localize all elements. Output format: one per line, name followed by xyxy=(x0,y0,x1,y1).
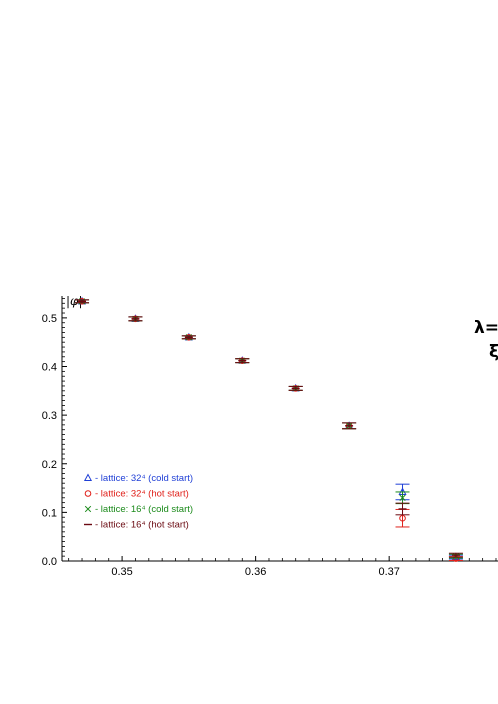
annotation-xi: ξ xyxy=(489,342,498,362)
y-tick-label: 0.2 xyxy=(42,459,57,471)
x-axis: 0.35 0.36 0.37 xyxy=(68,556,497,578)
y-tick-label: 0.3 xyxy=(42,410,57,422)
legend-entry: - lattice: 16⁴ (cold start) xyxy=(95,504,193,515)
annotations: λ= ξ xyxy=(474,318,498,362)
triangle-marker xyxy=(83,473,93,481)
annotation-lambda: λ= xyxy=(474,318,498,338)
x-tick-label: 0.36 xyxy=(245,566,266,578)
data-marks xyxy=(75,296,463,562)
cross-marker xyxy=(84,505,92,513)
x-tick-label: 0.37 xyxy=(378,566,399,578)
y-tick-label: 0.5 xyxy=(42,313,57,325)
y-axis: 0.0 0.1 0.2 0.3 0.4 0.5 xyxy=(42,298,67,568)
legend-entry: - lattice: 32⁴ (hot start) xyxy=(95,489,189,500)
legend: - lattice: 32⁴ (cold start) - lattice: 32… xyxy=(83,473,193,531)
cross-marker xyxy=(399,494,406,501)
circle-marker xyxy=(399,514,406,522)
legend-entry: - lattice: 16⁴ (hot start) xyxy=(95,520,189,531)
y-tick-label: 0.0 xyxy=(42,556,57,568)
plot-frame xyxy=(61,296,498,562)
x-tick-label: 0.35 xyxy=(111,566,132,578)
y-axis-label: |φ| xyxy=(66,294,83,308)
y-tick-label: 0.4 xyxy=(42,362,57,374)
circle-marker xyxy=(84,490,92,497)
y-tick-label: 0.1 xyxy=(42,507,57,519)
legend-entry: - lattice: 32⁴ (cold start) xyxy=(95,473,193,484)
